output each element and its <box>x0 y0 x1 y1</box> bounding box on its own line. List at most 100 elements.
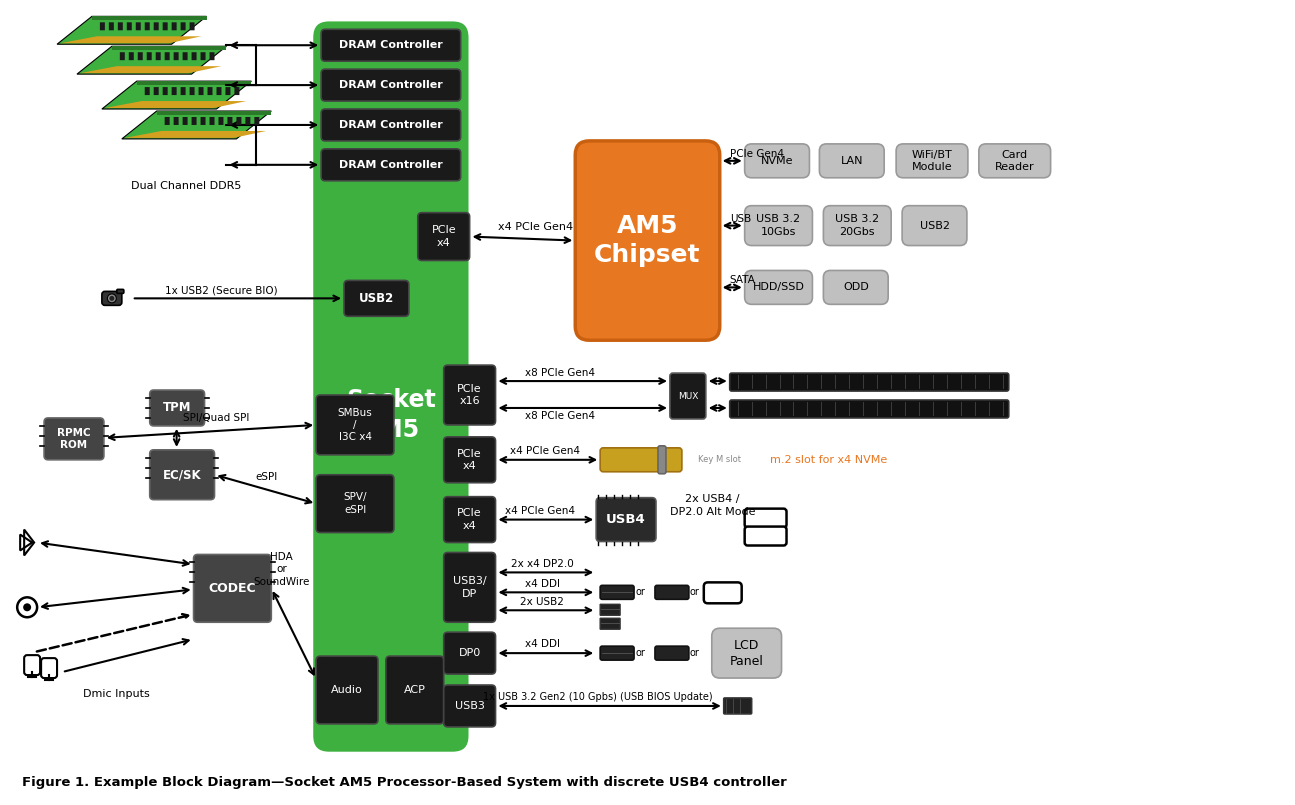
FancyBboxPatch shape <box>180 87 185 95</box>
FancyBboxPatch shape <box>386 656 444 724</box>
Circle shape <box>109 296 114 301</box>
Text: Key M slot: Key M slot <box>698 456 741 464</box>
FancyBboxPatch shape <box>117 289 124 293</box>
Text: SPI/Quad SPI: SPI/Quad SPI <box>184 413 250 423</box>
Text: DRAM Controller: DRAM Controller <box>339 40 443 50</box>
Text: 1x USB 3.2 Gen2 (10 Gpbs) (USB BIOS Update): 1x USB 3.2 Gen2 (10 Gpbs) (USB BIOS Upda… <box>483 692 714 702</box>
Text: Socket
AM5: Socket AM5 <box>346 388 435 442</box>
FancyBboxPatch shape <box>658 446 666 474</box>
Text: SMBus
/
I3C x4: SMBus / I3C x4 <box>338 407 373 442</box>
Text: Audio: Audio <box>332 685 363 695</box>
Text: RPMC
ROM: RPMC ROM <box>57 427 91 450</box>
Text: NVMe: NVMe <box>760 156 794 166</box>
FancyBboxPatch shape <box>712 628 782 678</box>
FancyBboxPatch shape <box>154 87 159 95</box>
Circle shape <box>107 294 117 303</box>
Polygon shape <box>57 16 206 44</box>
FancyBboxPatch shape <box>444 632 496 674</box>
Polygon shape <box>157 111 272 115</box>
FancyBboxPatch shape <box>183 117 188 125</box>
FancyBboxPatch shape <box>128 52 133 60</box>
Text: or: or <box>635 588 645 597</box>
FancyBboxPatch shape <box>172 87 176 95</box>
FancyBboxPatch shape <box>193 555 272 622</box>
FancyBboxPatch shape <box>228 117 232 125</box>
Text: ODD: ODD <box>843 283 869 292</box>
Text: eSPI: eSPI <box>255 472 277 481</box>
FancyBboxPatch shape <box>600 646 635 660</box>
FancyBboxPatch shape <box>729 400 1009 418</box>
FancyBboxPatch shape <box>703 582 742 603</box>
Text: 2x USB2: 2x USB2 <box>521 597 565 607</box>
FancyBboxPatch shape <box>600 448 682 472</box>
FancyBboxPatch shape <box>670 373 706 419</box>
Polygon shape <box>111 46 227 50</box>
FancyBboxPatch shape <box>145 87 150 95</box>
FancyBboxPatch shape <box>575 141 720 341</box>
Text: x8 PCIe Gen4: x8 PCIe Gen4 <box>526 368 596 378</box>
Text: USB4: USB4 <box>606 513 646 526</box>
FancyBboxPatch shape <box>729 373 1009 391</box>
FancyBboxPatch shape <box>254 117 259 125</box>
FancyBboxPatch shape <box>100 23 105 31</box>
Text: EC/SK: EC/SK <box>163 469 202 481</box>
FancyBboxPatch shape <box>163 87 167 95</box>
FancyBboxPatch shape <box>316 475 394 533</box>
Polygon shape <box>124 131 267 138</box>
Text: x8 PCIe Gen4: x8 PCIe Gen4 <box>526 411 596 421</box>
FancyBboxPatch shape <box>321 29 461 61</box>
Text: PCIe
x16: PCIe x16 <box>457 384 482 407</box>
Text: ACP: ACP <box>404 685 426 695</box>
FancyBboxPatch shape <box>418 213 470 261</box>
Text: USB: USB <box>729 213 751 224</box>
Text: or: or <box>690 648 699 658</box>
FancyBboxPatch shape <box>146 52 152 60</box>
Text: DRAM Controller: DRAM Controller <box>339 120 443 130</box>
FancyBboxPatch shape <box>210 52 215 60</box>
Text: WiFi/BT
Module: WiFi/BT Module <box>912 150 952 172</box>
Text: AM5
Chipset: AM5 Chipset <box>594 213 701 267</box>
Text: SPV/
eSPI: SPV/ eSPI <box>343 493 366 515</box>
FancyBboxPatch shape <box>444 365 496 425</box>
Text: or: or <box>690 588 699 597</box>
Text: CODEC: CODEC <box>208 582 256 595</box>
FancyBboxPatch shape <box>109 23 114 31</box>
FancyBboxPatch shape <box>183 52 188 60</box>
Circle shape <box>23 603 31 611</box>
Text: x4 PCIe Gen4: x4 PCIe Gen4 <box>497 221 572 232</box>
FancyBboxPatch shape <box>192 52 197 60</box>
FancyBboxPatch shape <box>745 206 812 246</box>
Text: Dual Channel DDR5: Dual Channel DDR5 <box>131 181 242 191</box>
FancyBboxPatch shape <box>198 87 203 95</box>
FancyBboxPatch shape <box>600 585 635 599</box>
FancyBboxPatch shape <box>316 656 378 724</box>
Text: Figure 1. Example Block Diagram—Socket AM5 Processor-Based System with discrete : Figure 1. Example Block Diagram—Socket A… <box>22 776 787 789</box>
Polygon shape <box>80 66 221 73</box>
FancyBboxPatch shape <box>820 144 884 178</box>
FancyBboxPatch shape <box>824 206 891 246</box>
FancyBboxPatch shape <box>174 52 179 60</box>
FancyBboxPatch shape <box>237 117 241 125</box>
Text: x4 PCIe Gen4: x4 PCIe Gen4 <box>505 506 575 516</box>
Text: LAN: LAN <box>840 156 862 166</box>
Text: m.2 slot for x4 NVMe: m.2 slot for x4 NVMe <box>769 455 887 464</box>
FancyBboxPatch shape <box>321 69 461 101</box>
FancyBboxPatch shape <box>189 23 194 31</box>
Text: Card
Reader: Card Reader <box>995 150 1035 172</box>
FancyBboxPatch shape <box>321 149 461 181</box>
FancyBboxPatch shape <box>219 117 224 125</box>
FancyBboxPatch shape <box>192 117 197 125</box>
FancyBboxPatch shape <box>44 418 104 460</box>
FancyBboxPatch shape <box>600 618 620 630</box>
Text: DP0: DP0 <box>458 648 480 658</box>
FancyBboxPatch shape <box>903 206 967 246</box>
Polygon shape <box>92 16 206 20</box>
FancyBboxPatch shape <box>979 144 1050 178</box>
Text: SATA: SATA <box>729 275 755 286</box>
Text: 2x USB4 /
DP2.0 Alt Mode: 2x USB4 / DP2.0 Alt Mode <box>670 494 755 517</box>
FancyBboxPatch shape <box>154 23 159 31</box>
Text: PCIe Gen4: PCIe Gen4 <box>729 149 783 159</box>
FancyBboxPatch shape <box>102 291 122 305</box>
Text: USB3: USB3 <box>455 701 484 711</box>
FancyBboxPatch shape <box>163 23 167 31</box>
